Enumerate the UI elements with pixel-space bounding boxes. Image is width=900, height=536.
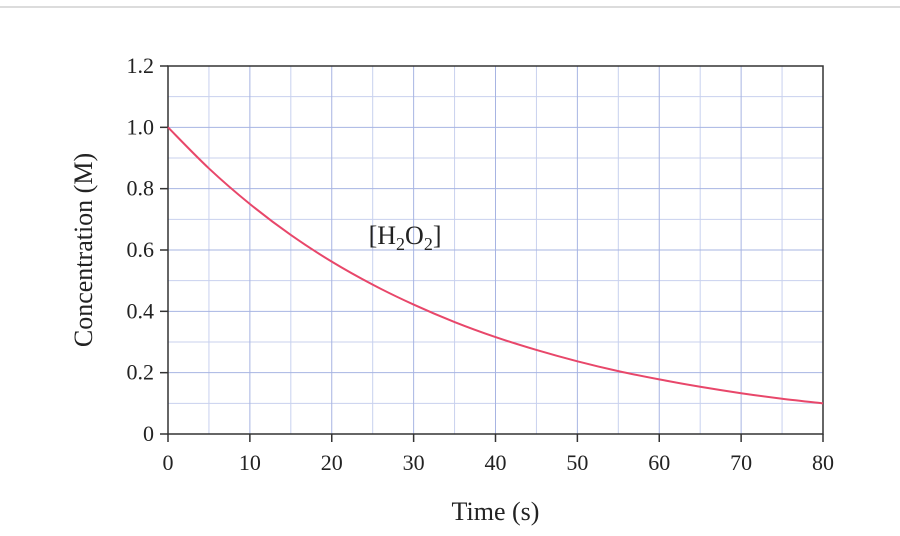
annotation-text: ] (433, 221, 442, 250)
annotation-subscript: 2 (424, 234, 433, 254)
x-axis-ticks: 0 10 20 30 40 50 60 70 80 (163, 434, 834, 475)
y-tick-label: 0 (143, 421, 154, 446)
annotation-text: [H (369, 221, 397, 250)
y-tick-label: 0.8 (127, 176, 155, 201)
annotations: [H2O2] (369, 221, 442, 254)
y-tick-label: 1.2 (127, 53, 155, 78)
y-axis-title: Concentration (M) (69, 153, 98, 347)
y-tick-label: 0.2 (127, 360, 155, 385)
x-tick-label: 20 (321, 450, 343, 475)
annotation-text: O (405, 221, 424, 250)
x-tick-label: 40 (485, 450, 507, 475)
x-tick-label: 70 (730, 450, 752, 475)
y-axis-ticks: 0 0.2 0.4 0.6 0.8 1.0 1.2 (127, 53, 168, 446)
h2o2-concentration-line (167, 126, 824, 405)
x-tick-label: 60 (648, 450, 670, 475)
top-divider (0, 6, 900, 8)
y-tick-label: 0.6 (127, 237, 155, 262)
x-tick-label: 0 (163, 450, 174, 475)
x-tick-label: 30 (403, 450, 425, 475)
h2o2-label: [H2O2] (369, 221, 442, 254)
y-tick-label: 0.4 (127, 298, 155, 323)
x-tick-label: 50 (566, 450, 588, 475)
annotation-subscript: 2 (396, 234, 405, 254)
y-tick-label: 1.0 (127, 114, 155, 139)
major-grid (168, 66, 823, 434)
x-axis-title: Time (s) (452, 497, 540, 526)
x-tick-label: 80 (812, 450, 834, 475)
x-tick-label: 10 (239, 450, 261, 475)
